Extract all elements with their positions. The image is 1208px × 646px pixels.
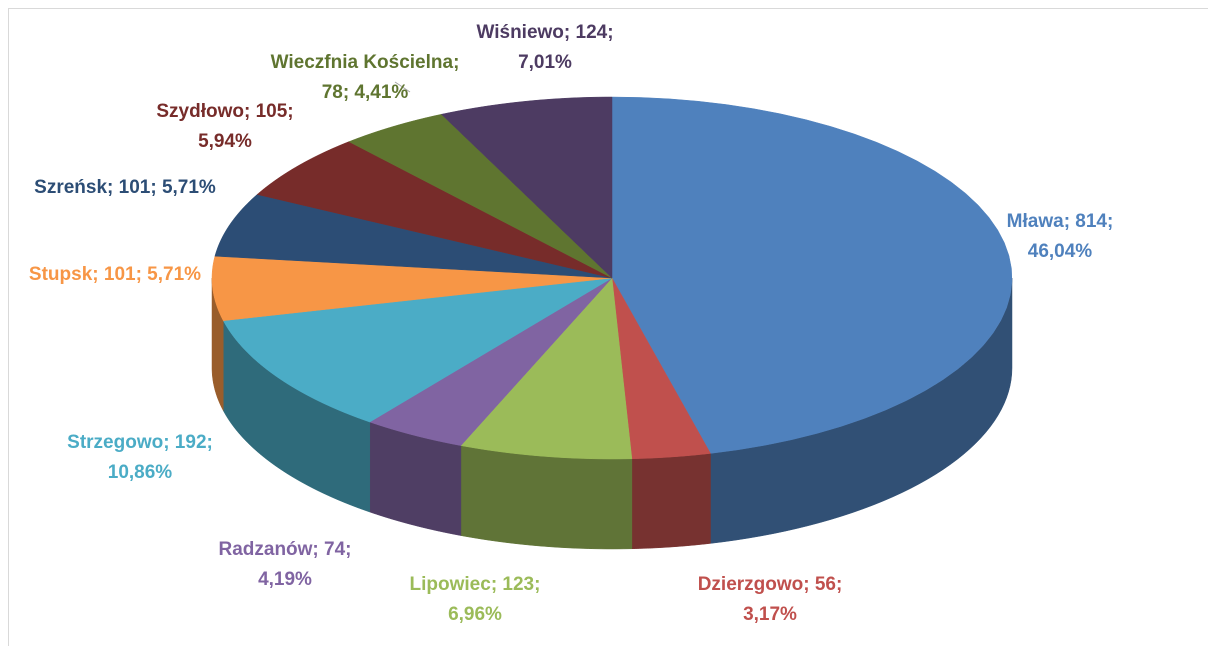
leader-line (394, 81, 411, 93)
data-label: Wiśniewo; 124; 7,01% (476, 22, 614, 73)
slice (222, 277, 613, 423)
slice-side (631, 453, 711, 550)
slice (369, 277, 613, 446)
slice (460, 277, 633, 460)
slice (611, 96, 1013, 454)
slice (211, 255, 613, 321)
slice (440, 96, 613, 279)
slice (348, 114, 613, 279)
data-label: Dzierzgowo; 56; 3,17% (697, 574, 843, 625)
data-label: Wieczfnia Kościelna; 78; 4,41% (270, 52, 460, 103)
chart-frame (8, 8, 1208, 646)
slice (214, 194, 613, 279)
data-label: Szydłowo; 105; 5,94% (156, 101, 294, 152)
data-label: Stupsk; 101; 5,71% (28, 264, 202, 285)
data-label: Lipowiec; 123; 6,96% (409, 574, 541, 625)
data-label: Strzegowo; 192; 10,86% (67, 432, 213, 483)
data-label: Radzanów; 74; 4,19% (218, 539, 352, 590)
data-label: Mława; 814; 46,04% (1006, 211, 1114, 262)
slice (256, 141, 613, 279)
slice (611, 277, 711, 460)
slice-side (460, 445, 633, 550)
data-label: Szreńsk; 101; 5,71% (34, 177, 216, 198)
